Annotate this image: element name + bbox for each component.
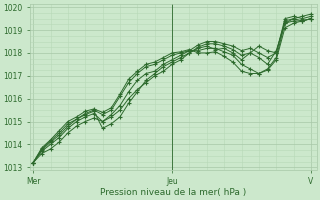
X-axis label: Pression niveau de la mer( hPa ): Pression niveau de la mer( hPa ) — [100, 188, 247, 197]
